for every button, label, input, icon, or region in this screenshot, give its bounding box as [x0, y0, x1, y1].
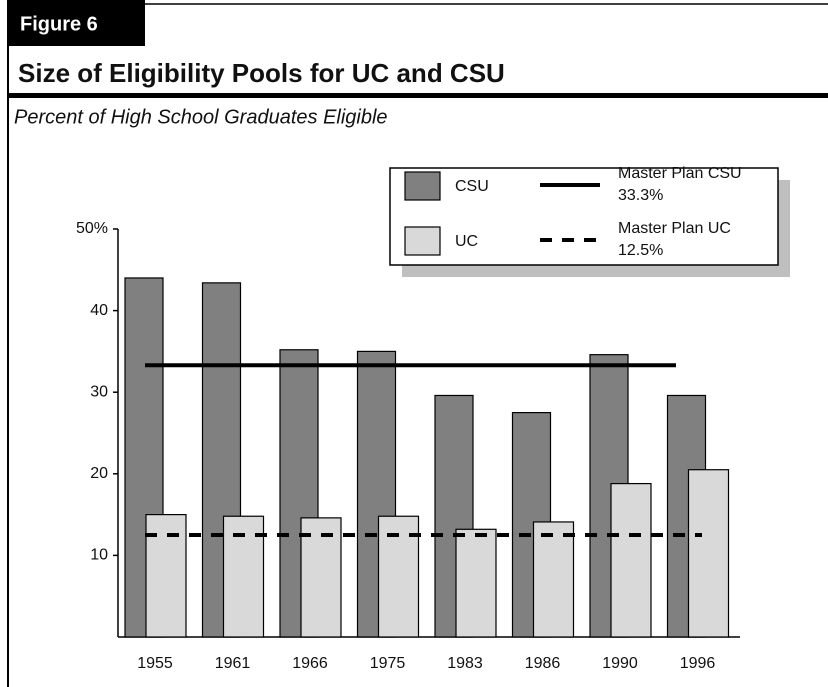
y-tick-label: 30: [90, 383, 108, 400]
bar: [300, 517, 342, 638]
legend-label: CSU: [455, 178, 489, 195]
x-tick-label: 1983: [447, 655, 483, 672]
figure-label: Figure 6: [20, 13, 98, 35]
bar: [687, 469, 730, 638]
chart-title: Size of Eligibility Pools for UC and CSU: [18, 58, 505, 88]
chart-subtitle: Percent of High School Graduates Eligibl…: [14, 106, 388, 128]
title-rule: [8, 93, 828, 98]
legend-label: UC: [455, 233, 478, 250]
legend-label: Master Plan UC: [618, 220, 731, 237]
x-tick-label: 1990: [602, 655, 638, 672]
y-tick-label: 10: [90, 547, 108, 564]
x-tick-label: 1996: [680, 655, 716, 672]
legend-box: [389, 167, 779, 266]
bar: [455, 528, 497, 638]
x-tick-label: 1966: [292, 655, 328, 672]
legend-value-label: 12.5%: [618, 242, 663, 259]
x-tick-label: 1961: [215, 655, 251, 672]
bar: [145, 513, 187, 638]
x-tick-label: 1955: [137, 655, 173, 672]
y-tick-label: 50%: [76, 220, 108, 237]
legend-swatch: [404, 171, 441, 201]
bar: [201, 282, 242, 638]
legend-swatch: [404, 226, 441, 256]
bar: [610, 482, 652, 638]
x-tick-label: 1986: [525, 655, 561, 672]
legend-label: Master Plan CSU: [618, 165, 742, 182]
x-tick-label: 1975: [370, 655, 406, 672]
legend-value-label: 33.3%: [618, 187, 663, 204]
y-tick-label: 40: [90, 302, 108, 319]
figure-label-box: [8, 0, 145, 46]
y-tick-label: 20: [90, 465, 108, 482]
bar: [532, 521, 575, 638]
